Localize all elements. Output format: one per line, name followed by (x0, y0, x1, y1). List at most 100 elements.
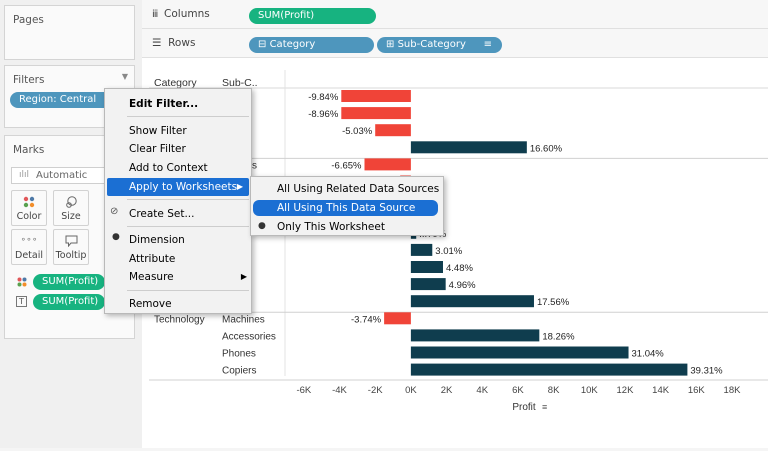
bar-label: 31.04% (632, 349, 665, 360)
menu-show-filter[interactable]: Show Filter (129, 125, 187, 137)
menu-edit-filter[interactable]: Edit Filter... (129, 98, 199, 110)
mark-type-select[interactable]: ılıl Automatic (11, 167, 129, 184)
menu-attribute[interactable]: Attribute (129, 253, 176, 265)
columns-pill-profit[interactable]: SUM(Profit) (249, 8, 376, 24)
bar-label: 16.60% (530, 143, 563, 154)
sort-descending-icon[interactable]: ≡ (483, 39, 492, 50)
axis-sort-icon: ≡ (542, 402, 547, 412)
x-tick-label: -6K (296, 385, 311, 396)
expand-subcategory-icon[interactable]: ⊞ (386, 39, 395, 50)
mark-type-label: Automatic (36, 170, 88, 181)
bar-label: 39.31% (690, 366, 723, 377)
menu-separator (127, 116, 249, 117)
size-button[interactable]: Size (53, 190, 89, 226)
subcategory-label: Accessories (222, 331, 276, 342)
menu-add-to-context[interactable]: Add to Context (129, 162, 208, 174)
x-axis-title: Profit (512, 402, 536, 413)
rows-label-text: Rows (168, 37, 196, 49)
rows-shelf[interactable]: ☰ Rows ⊟ Category ⊞ Sub-Category ≡ (142, 29, 768, 58)
x-tick-label: 10K (581, 385, 599, 396)
detail-icon: ∘∘∘ (20, 235, 38, 245)
rows-shelf-label: ☰ Rows (152, 37, 195, 49)
x-tick-label: -2K (368, 385, 383, 396)
bar (410, 243, 433, 256)
menu-clear-filter[interactable]: Clear Filter (129, 143, 186, 155)
menu-create-set[interactable]: Create Set... (129, 208, 195, 220)
color-button[interactable]: Color (11, 190, 47, 226)
rows-pill-subcategory-label: Sub-Category (397, 39, 466, 50)
pages-card: Pages (4, 5, 135, 60)
marks-pill-label-profit[interactable]: SUM(Profit) (33, 294, 105, 310)
bar-label: 3.01% (435, 246, 462, 257)
size-icon (54, 196, 88, 212)
x-tick-label: 2K (441, 385, 453, 396)
x-tick-label: 6K (512, 385, 524, 396)
create-set-icon: ⊘ (110, 206, 119, 217)
bar (341, 107, 411, 120)
marks-pill-color-profit[interactable]: SUM(Profit) (33, 274, 105, 290)
bar-label: -8.96% (308, 109, 339, 120)
bar-label: 4.48% (446, 263, 473, 274)
subcategory-label: Phones (222, 349, 256, 360)
color-label: Color (16, 211, 42, 222)
bar-label: -9.84% (308, 92, 339, 103)
size-label: Size (61, 211, 81, 222)
bar (410, 346, 629, 359)
marks-color-pill-icon (17, 277, 27, 290)
rows-icon: ☰ (152, 37, 162, 49)
header-subcategory: Sub-C.. (222, 77, 258, 89)
pages-title: Pages (13, 14, 44, 26)
bar (410, 295, 534, 308)
menu-separator (127, 199, 249, 200)
color-icon (12, 196, 46, 211)
text-label-icon: T (16, 296, 27, 307)
submenu-all-related-sources[interactable]: All Using Related Data Sources (277, 183, 440, 195)
apply-to-worksheets-submenu: All Using Related Data Sources All Using… (250, 176, 444, 236)
x-tick-label: 12K (617, 385, 635, 396)
menu-separator (127, 226, 249, 227)
tooltip-label: Tooltip (55, 250, 87, 261)
header-category: Category (154, 77, 197, 89)
columns-shelf[interactable]: iii Columns SUM(Profit) (142, 0, 768, 29)
x-tick-label: 0K (405, 385, 417, 396)
bar-label: 17.56% (537, 297, 570, 308)
bar-label: -3.74% (351, 314, 382, 325)
mark-type-icon: ılıl (19, 170, 30, 180)
detail-button[interactable]: ∘∘∘ Detail (11, 229, 47, 265)
menu-apply-to-worksheets[interactable]: Apply to Worksheets ▶ (107, 178, 249, 196)
tooltip-icon (54, 235, 88, 250)
bar-label: -6.65% (331, 160, 362, 171)
marks-title: Marks (13, 144, 45, 156)
bar-label: 18.26% (542, 331, 575, 342)
bar (410, 363, 688, 376)
menu-apply-to-worksheets-label: Apply to Worksheets (129, 181, 238, 193)
submenu-arrow-icon: ▶ (236, 182, 243, 191)
subcategory-label: Copiers (222, 366, 256, 377)
rows-pill-category-label: Category (269, 39, 316, 50)
x-tick-label: 16K (688, 385, 706, 396)
bar (341, 90, 411, 102)
menu-remove[interactable]: Remove (129, 298, 172, 310)
rows-pill-subcategory[interactable]: ⊞ Sub-Category ≡ (377, 37, 502, 53)
collapse-category-icon[interactable]: ⊟ (258, 39, 267, 50)
bar (410, 141, 527, 154)
detail-label: Detail (15, 250, 43, 261)
only-this-worksheet-checked-icon: ● (258, 221, 266, 231)
x-tick-label: 14K (652, 385, 670, 396)
bar-label: 4.96% (449, 280, 476, 291)
bar (410, 278, 446, 291)
menu-dimension[interactable]: Dimension (129, 234, 185, 246)
filters-title: Filters (13, 74, 45, 86)
submenu-only-this-worksheet[interactable]: Only This Worksheet (277, 221, 385, 233)
tooltip-button[interactable]: Tooltip (53, 229, 89, 265)
filter-pill-region[interactable]: Region: Central (10, 92, 128, 108)
menu-measure[interactable]: Measure ▶ (129, 268, 247, 286)
subcategory-label: Machines (222, 314, 265, 325)
menu-measure-label: Measure (129, 271, 174, 283)
x-tick-label: 4K (476, 385, 488, 396)
filters-menu-arrow-icon[interactable]: ▼ (121, 72, 128, 81)
bar (364, 158, 411, 171)
rows-pill-category[interactable]: ⊟ Category (249, 37, 374, 53)
bar (410, 261, 443, 273)
submenu-all-this-source[interactable]: All Using This Data Source (253, 200, 438, 216)
